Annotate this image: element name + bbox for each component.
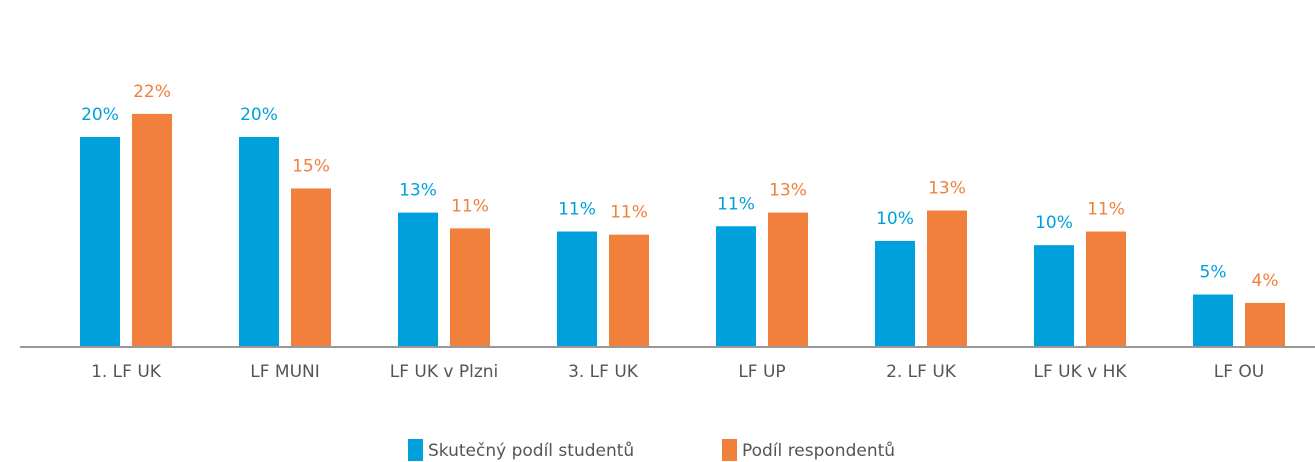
bar (1086, 231, 1126, 347)
data-label: 22% (133, 82, 171, 102)
x-tick-label: LF OU (1214, 362, 1264, 382)
legend-swatch (408, 439, 423, 461)
bar (239, 137, 279, 347)
data-label: 13% (928, 179, 966, 199)
data-label: 10% (876, 209, 914, 229)
bar (398, 212, 438, 347)
x-tick-label: LF UP (738, 362, 785, 382)
data-label: 11% (610, 203, 648, 223)
data-label: 10% (1035, 213, 1073, 233)
data-label: 5% (1200, 263, 1227, 283)
data-label: 11% (558, 200, 596, 220)
legend-swatch (722, 439, 737, 461)
data-label: 13% (399, 181, 437, 201)
bar (716, 226, 756, 347)
data-label: 20% (81, 105, 119, 125)
x-tick-label: 2. LF UK (886, 362, 957, 382)
data-label: 13% (769, 181, 807, 201)
bar (927, 210, 967, 347)
legend-label: Skutečný podíl studentů (428, 441, 634, 461)
bar (80, 137, 120, 347)
bar (875, 240, 915, 347)
x-tick-label: LF MUNI (250, 362, 320, 382)
bar (450, 228, 490, 347)
bar (768, 212, 808, 347)
bar (557, 231, 597, 347)
bar (1034, 245, 1074, 347)
data-label: 11% (451, 196, 489, 216)
x-tick-label: LF UK v Plzni (390, 362, 499, 382)
x-tick-label: LF UK v HK (1033, 362, 1127, 382)
x-tick-label: 3. LF UK (568, 362, 639, 382)
data-label: 4% (1252, 271, 1279, 291)
data-label: 11% (1087, 200, 1125, 220)
x-tick-label: 1. LF UK (91, 362, 162, 382)
data-label: 20% (240, 105, 278, 125)
bar (132, 113, 172, 348)
legend-label: Podíl respondentů (742, 441, 895, 461)
bar (1193, 294, 1233, 347)
bar (291, 188, 331, 347)
data-label: 11% (717, 194, 755, 214)
bar (609, 234, 649, 347)
bar (1245, 302, 1285, 347)
data-label: 15% (292, 156, 330, 176)
